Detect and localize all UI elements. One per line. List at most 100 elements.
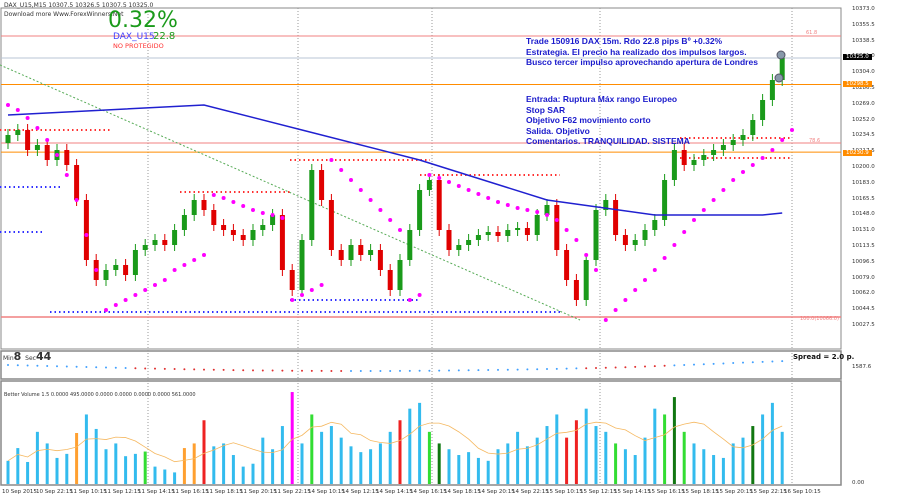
oscillator-dot bbox=[467, 369, 470, 372]
price-tick: 10148.0 bbox=[852, 211, 875, 218]
time-tick: 11 Sep 12:15 bbox=[104, 489, 141, 495]
candle-body bbox=[5, 135, 11, 143]
oscillator-dot bbox=[144, 367, 147, 370]
sar-dot bbox=[260, 211, 265, 215]
sar-dot bbox=[349, 178, 353, 182]
candle-body bbox=[475, 235, 481, 240]
price-tick: 10286.5 bbox=[852, 85, 875, 91]
candle-body bbox=[632, 240, 638, 245]
time-tick: 14 Sep 10:15 bbox=[308, 489, 345, 495]
sar-dot bbox=[701, 208, 706, 212]
oscillator-dot bbox=[624, 366, 627, 369]
time-tick: 14 Sep 20:15 bbox=[478, 489, 515, 495]
sar-dot bbox=[319, 283, 324, 287]
time-tick: 11 Sep 18:15 bbox=[206, 489, 243, 495]
sar-dot bbox=[378, 208, 383, 212]
oscillator-dot bbox=[36, 364, 39, 367]
oscillator-dot bbox=[154, 367, 156, 370]
candle-body bbox=[485, 232, 491, 235]
sar-dot bbox=[496, 200, 500, 204]
sar-dot bbox=[594, 268, 598, 272]
candle-body bbox=[720, 145, 726, 150]
candle-body bbox=[701, 155, 707, 160]
sar-dot bbox=[515, 206, 520, 210]
sar-dot bbox=[251, 208, 255, 212]
sec-value: 44 bbox=[35, 350, 52, 363]
sar-dot bbox=[760, 156, 765, 160]
volume-bar bbox=[663, 414, 667, 484]
volume-bar bbox=[65, 453, 69, 484]
sar-dot bbox=[133, 293, 138, 297]
volume-bar bbox=[525, 446, 529, 484]
volume-bar bbox=[447, 449, 451, 484]
sar-dot bbox=[123, 298, 128, 302]
candle-body bbox=[397, 260, 403, 290]
oscillator-dot bbox=[320, 369, 323, 372]
sar-dot bbox=[486, 196, 491, 200]
volume-bar bbox=[222, 443, 226, 484]
candle-body bbox=[211, 210, 217, 225]
time-tick: 11 Sep 10:15 bbox=[70, 489, 107, 495]
fib-100-label: 100.0(10066.0) bbox=[800, 316, 839, 322]
volume-bar bbox=[212, 446, 216, 484]
volume-bar bbox=[516, 431, 520, 484]
candle-body bbox=[152, 240, 158, 245]
volume-bar bbox=[398, 420, 402, 484]
volume-bar bbox=[761, 414, 765, 484]
oscillator-dot bbox=[751, 361, 754, 364]
candle-body bbox=[544, 205, 550, 215]
sar-dot bbox=[564, 228, 569, 232]
sar-dot bbox=[427, 173, 432, 177]
volume-bar bbox=[751, 426, 755, 484]
oscillator-dot bbox=[408, 369, 411, 372]
price-tick: 10252.0 bbox=[852, 116, 875, 123]
sar-dot bbox=[64, 173, 69, 177]
time-tick: 14 Sep 18:15 bbox=[444, 489, 481, 495]
price-tick: 10079.0 bbox=[852, 274, 875, 281]
price-tick: 10269.0 bbox=[852, 100, 875, 107]
time-tick: 15 Sep 14:15 bbox=[614, 489, 651, 495]
oscillator-panel-frame bbox=[0, 350, 842, 380]
oscillator-dot bbox=[65, 365, 68, 368]
candle-body bbox=[34, 145, 40, 150]
oscillator-dot bbox=[457, 369, 460, 372]
candle-body bbox=[113, 265, 119, 270]
min-label: Min bbox=[3, 355, 14, 362]
candle-body bbox=[691, 160, 697, 165]
volume-bar bbox=[55, 457, 59, 484]
trade-notes-bottom: Entrada: Ruptura Máx rango Europeo Stop … bbox=[526, 94, 690, 147]
note-line: Comentarios. TRANQUILIDAD. SISTEMA bbox=[526, 136, 690, 147]
price-tick: 10234.5 bbox=[852, 132, 875, 139]
volume-bar bbox=[163, 469, 167, 484]
price-tick: 10304.0 bbox=[852, 69, 875, 76]
volume-bar bbox=[231, 455, 235, 484]
candle-body bbox=[642, 230, 648, 240]
time-tick: 14 Sep 16:15 bbox=[410, 489, 447, 495]
oscillator-dot bbox=[506, 368, 509, 371]
sar-dot bbox=[104, 308, 108, 312]
candle-body bbox=[730, 140, 736, 145]
volume-bar bbox=[143, 451, 147, 484]
oscillator-dot bbox=[546, 368, 548, 371]
candle-body bbox=[426, 180, 432, 190]
candle-body bbox=[172, 230, 178, 245]
oscillator-dot bbox=[379, 369, 382, 372]
candle-body bbox=[407, 230, 413, 260]
volume-bar bbox=[280, 426, 284, 484]
volume-indicator-label: Better Volume 1.5 0.0000 495.0000 0.0000… bbox=[4, 392, 196, 398]
sar-dot bbox=[437, 176, 442, 180]
candle-body bbox=[348, 245, 354, 260]
sar-dot bbox=[711, 198, 716, 202]
level-tag-high: 10298.5 bbox=[843, 81, 872, 87]
oscillator-dot bbox=[16, 364, 19, 367]
oscillator-dot bbox=[761, 360, 764, 363]
oscillator-dot bbox=[673, 364, 676, 367]
candle-body bbox=[358, 245, 364, 255]
candle-body bbox=[221, 225, 227, 230]
volume-bar bbox=[94, 428, 98, 484]
time-tick: 15 Sep 18:15 bbox=[682, 489, 719, 495]
volume-bar bbox=[35, 431, 39, 484]
time-tick: 11 Sep 22:15 bbox=[274, 489, 311, 495]
